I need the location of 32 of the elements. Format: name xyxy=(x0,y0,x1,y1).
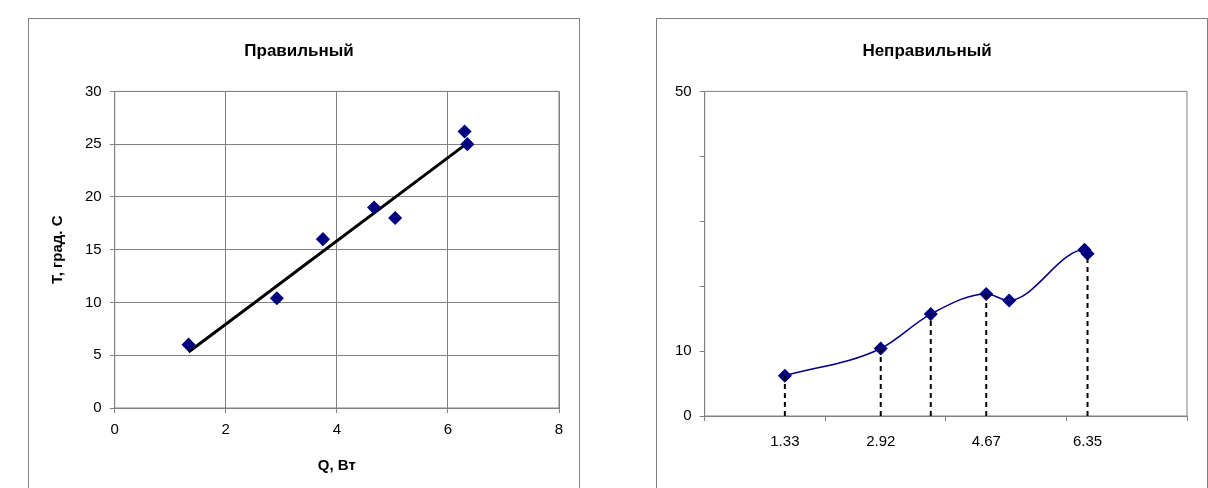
point xyxy=(367,200,381,215)
x-tick-label: 6 xyxy=(443,420,453,438)
point xyxy=(1002,293,1016,308)
point xyxy=(924,307,938,321)
y-tick-label: 0 xyxy=(683,406,692,424)
ref-line-label: 1.33 xyxy=(770,431,800,449)
point xyxy=(388,211,402,225)
ref-line-label: 6.35 xyxy=(1072,431,1103,449)
ref-line-label: 4.67 xyxy=(971,431,1001,449)
point xyxy=(460,137,475,151)
y-tick-label: 10 xyxy=(675,341,692,359)
ref-line-label: 2.92 xyxy=(866,431,896,449)
y-tick-label: 30 xyxy=(85,81,102,99)
x-axis-title: Q, Вт xyxy=(317,456,356,474)
x-tick-label: 0 xyxy=(110,420,119,438)
y-tick-label: 50 xyxy=(675,81,692,99)
y-tick-label: 25 xyxy=(85,134,102,152)
y-tick-label: 10 xyxy=(85,292,102,310)
point xyxy=(457,124,472,139)
y-tick-label: 20 xyxy=(85,187,102,205)
chart-title: Неправильный xyxy=(862,40,992,60)
y-tick-label: 5 xyxy=(93,345,102,363)
point xyxy=(181,337,196,352)
point xyxy=(270,291,284,305)
x-tick-label: 2 xyxy=(221,420,230,438)
chart-title: Правильный xyxy=(244,40,354,60)
x-tick-label: 8 xyxy=(554,420,564,438)
point xyxy=(316,232,330,246)
y-tick-label: 15 xyxy=(85,239,102,257)
x-tick-label: 4 xyxy=(332,420,342,438)
y-axis-title: Т, град. С xyxy=(48,215,66,284)
y-tick-label: 0 xyxy=(93,398,102,416)
